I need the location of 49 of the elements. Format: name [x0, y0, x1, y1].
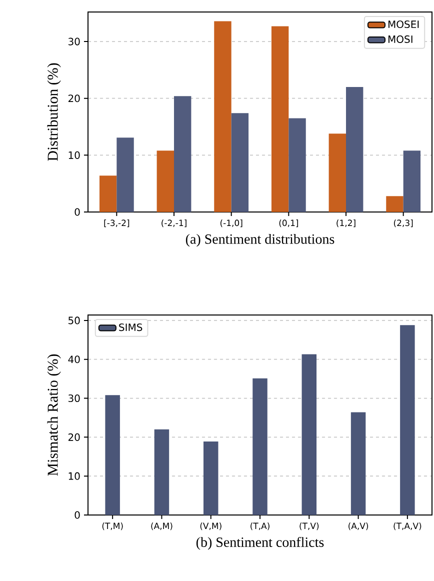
bar [231, 113, 249, 212]
y-tick-label: 20 [68, 433, 80, 441]
y-axis-title: Distribution (%) [47, 63, 61, 161]
bar [156, 150, 174, 212]
bar [154, 429, 170, 515]
x-tick-label: [-3,-2] [104, 220, 130, 228]
x-tick-label: (T,A,V) [394, 522, 422, 530]
bar [252, 378, 268, 515]
x-tick-label: (1,2] [336, 220, 356, 228]
x-tick-label: (A,V) [348, 522, 368, 530]
y-tick-label: 20 [68, 94, 80, 102]
y-tick-label: 30 [68, 394, 80, 402]
y-axis-title: Mismatch Ratio (%) [47, 354, 61, 476]
y-tick-label: 30 [68, 38, 80, 46]
x-tick-label: (0,1] [279, 220, 298, 228]
x-axis-title: (b) Sentiment conflicts [196, 536, 324, 550]
y-tick-label: 10 [68, 472, 80, 480]
x-tick-label: (V,M) [200, 522, 222, 530]
y-tick-label: 0 [74, 511, 80, 519]
x-axis-title: (a) Sentiment distributions [186, 234, 334, 247]
bar [346, 86, 364, 212]
bar [403, 150, 421, 212]
x-tick-label: (T,A) [250, 522, 270, 530]
bar [400, 325, 415, 515]
legend-label: SIMS [119, 323, 142, 332]
x-tick-label: (T,V) [300, 522, 319, 530]
x-tick-label: (A,M) [151, 522, 172, 530]
bar [386, 196, 404, 212]
bar [271, 26, 289, 212]
bar [350, 412, 366, 515]
legend-label: MOSEI [388, 20, 419, 28]
y-tick-label: 40 [68, 356, 80, 364]
y-tick-label: 0 [74, 208, 80, 216]
bar [105, 395, 120, 515]
x-tick-label: (T,M) [102, 522, 123, 530]
x-tick-label: (-2,-1] [162, 220, 186, 228]
bar [214, 21, 232, 212]
y-tick-label: 50 [68, 316, 80, 324]
bar [328, 134, 346, 212]
bar [288, 118, 306, 212]
y-tick-label: 10 [68, 151, 80, 159]
bar [302, 354, 317, 515]
bar [99, 176, 117, 212]
bar [203, 441, 218, 515]
x-tick-label: (2,3] [394, 220, 413, 228]
bar [116, 138, 134, 212]
legend-label: MOSI [388, 35, 412, 43]
x-tick-label: (-1,0] [220, 220, 242, 228]
bar [174, 96, 192, 212]
